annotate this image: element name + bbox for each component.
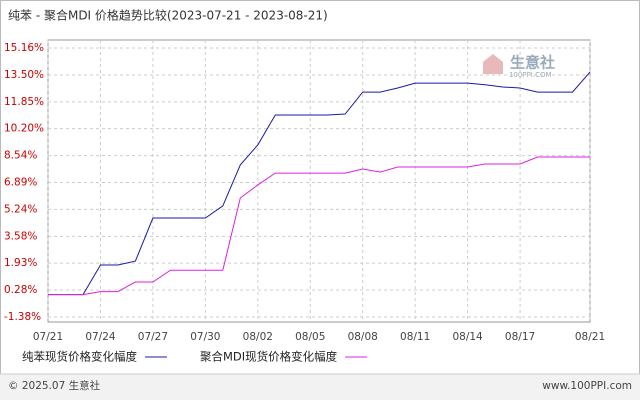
y-tick-label: 8.54% [4,150,37,162]
series-line [48,71,591,296]
y-tick-label: 10.20% [4,123,44,135]
x-tick-label: 08/14 [452,331,483,343]
x-tick-label: 08/17 [505,331,535,343]
legend-label: 聚合MDI现货价格变化幅度 [200,350,338,364]
plot-area [47,39,591,323]
y-tick-label: -1.38% [4,311,41,323]
x-tick-label: 07/24 [85,331,116,343]
y-tick-label: 3.58% [4,230,37,242]
y-tick-label: 6.89% [4,177,37,189]
watermark-text: 生意社 [510,54,555,72]
footer-copyright: © 2025.07 生意社 [8,379,101,392]
watermark-icon [483,54,503,74]
x-tick-label: 08/11 [400,331,430,343]
x-tick-label: 08/21 [575,331,605,343]
y-tick-label: 0.28% [4,284,37,296]
x-tick-label: 07/30 [190,331,220,343]
footer-url: www.100PPI.com [542,380,632,392]
x-tick-label: 08/05 [295,331,325,343]
y-tick-label: 13.50% [4,69,44,81]
y-tick-label: 15.16% [4,42,44,54]
footer-band [0,374,640,400]
chart-title: 纯苯 - 聚合MDI 价格趋势比较(2023-07-21 - 2023-08-2… [8,8,328,23]
series-line [48,156,590,296]
x-tick-label: 08/08 [348,331,378,343]
x-tick-label: 07/21 [33,331,63,343]
y-tick-label: 11.85% [4,96,44,108]
x-tick-label: 08/02 [243,331,273,343]
y-tick-label: 5.24% [4,203,37,215]
y-tick-label: 1.93% [4,257,37,269]
x-tick-label: 07/27 [138,331,168,343]
legend-label: 纯苯现货价格变化幅度 [22,350,137,364]
